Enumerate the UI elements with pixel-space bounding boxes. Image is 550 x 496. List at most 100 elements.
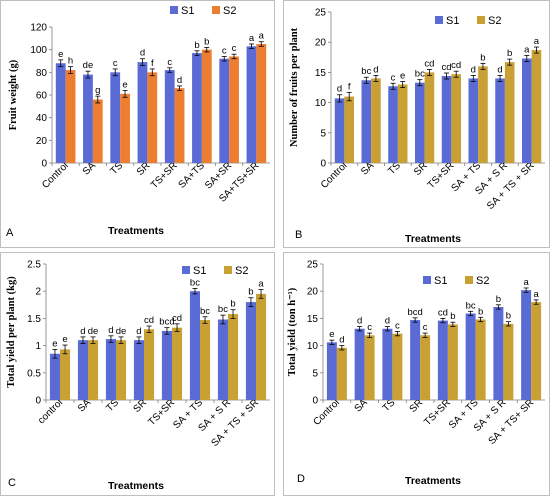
significance-letter: bc: [218, 304, 228, 315]
y-tick-label: 25: [315, 8, 327, 19]
bar-s2: [451, 74, 462, 163]
significance-letter: e: [122, 79, 127, 90]
significance-letter: e: [58, 49, 63, 60]
y-tick-label: 0: [41, 159, 47, 170]
x-axis-label: Treatments: [405, 233, 461, 245]
significance-letter: d: [373, 64, 378, 75]
y-tick-label: 0.5: [27, 368, 41, 379]
y-tick-label: 80: [36, 68, 48, 79]
bar-s1: [382, 328, 393, 400]
bar-s2: [229, 56, 239, 163]
bar-s1: [246, 46, 257, 164]
significance-letter: b: [230, 299, 235, 310]
y-tick-label: 5: [312, 368, 318, 379]
significance-letter: c: [367, 322, 372, 333]
bar-s1: [161, 330, 172, 400]
significance-letter: bc: [200, 306, 210, 317]
significance-letter: c: [167, 57, 172, 68]
panel-d: 0 5 10 15 20 25 Control e d SA d c TS d c SR bcd c TS+SR cd…: [283, 252, 550, 496]
significance-letter: g: [95, 85, 100, 96]
panel-label: D: [297, 473, 305, 485]
significance-letter: e: [400, 70, 405, 81]
x-axis-label: Treatments: [108, 480, 164, 492]
significance-letter: c: [391, 72, 396, 83]
bar-s1: [521, 290, 532, 400]
significance-letter: b: [506, 311, 511, 322]
significance-letter: b: [496, 294, 501, 305]
y-axis-label: Total yield per plant (kg): [6, 276, 17, 388]
significance-letter: c: [395, 320, 400, 331]
significance-letter: b: [478, 306, 483, 317]
legend-label-s2: S2: [235, 265, 248, 277]
significance-letter: bc: [466, 300, 476, 311]
significance-letter: d: [177, 75, 182, 86]
bar-s2: [447, 324, 458, 400]
significance-letter: cd: [424, 58, 434, 69]
significance-letter: bcd: [407, 307, 422, 318]
legend-swatch-s1: [182, 266, 190, 274]
significance-letter: d: [357, 316, 362, 327]
bar-s2: [478, 66, 488, 163]
bar-s2: [200, 320, 211, 400]
significance-letter: d: [385, 316, 390, 327]
bar-s1: [217, 319, 228, 400]
bar-s1: [410, 320, 421, 400]
bar-s2: [344, 96, 355, 163]
y-tick-label: 2: [35, 287, 41, 298]
bar-s1: [77, 340, 88, 400]
bar-s1: [361, 80, 372, 163]
significance-letter: bc: [361, 66, 371, 77]
significance-letter: f: [151, 58, 154, 69]
bar-s1: [192, 53, 202, 163]
significance-letter: h: [68, 56, 73, 67]
significance-letter: a: [249, 33, 255, 44]
bar-s2: [504, 62, 515, 163]
significance-letter: e: [62, 334, 67, 345]
bar-s1: [493, 306, 504, 400]
y-tick-label: 100: [30, 45, 47, 56]
y-tick-label: 120: [30, 23, 47, 34]
legend-label-s2: S2: [488, 15, 501, 27]
y-tick-label: 2.5: [27, 260, 41, 271]
y-tick-label: 5: [320, 128, 326, 139]
legend-label-s2: S2: [476, 275, 489, 287]
significance-letter: d: [80, 326, 85, 337]
legend-swatch-s1: [435, 16, 443, 24]
bar-s2: [201, 49, 212, 163]
bar-s2: [475, 319, 486, 400]
legend-swatch-s2: [477, 16, 485, 24]
significance-letter: b: [204, 36, 209, 47]
y-tick-label: 0: [320, 159, 326, 170]
significance-letter: cd: [442, 62, 452, 73]
significance-letter: bcd: [159, 317, 174, 328]
significance-letter: e: [52, 338, 57, 349]
significance-letter: b: [507, 48, 512, 59]
significance-letter: d: [337, 84, 342, 95]
significance-letter: a: [523, 277, 529, 288]
significance-letter: a: [259, 31, 265, 42]
bar-s1: [105, 339, 116, 400]
bar-s1: [437, 320, 448, 400]
bar-s2: [172, 327, 183, 400]
bar-s1: [137, 62, 148, 164]
x-axis-label: Treatments: [108, 225, 164, 237]
legend-label-s1: S1: [434, 275, 447, 287]
significance-letter: bc: [190, 277, 200, 288]
significance-letter: c: [222, 45, 227, 56]
significance-letter: d: [497, 64, 502, 75]
significance-letter: d: [136, 326, 141, 337]
bar-s1: [245, 302, 256, 400]
significance-letter: a: [258, 279, 264, 290]
bar-s1: [164, 70, 175, 163]
significance-letter: de: [83, 60, 94, 71]
y-tick-label: 25: [307, 260, 319, 271]
significance-letter: d: [108, 325, 113, 336]
legend-label-s1: S1: [181, 5, 194, 17]
bar-s2: [116, 340, 127, 400]
bar-s2: [88, 340, 99, 400]
bar-s1: [133, 340, 144, 400]
bar-s2: [144, 329, 155, 400]
panel-label: C: [8, 477, 16, 489]
bar-s2: [424, 72, 435, 163]
